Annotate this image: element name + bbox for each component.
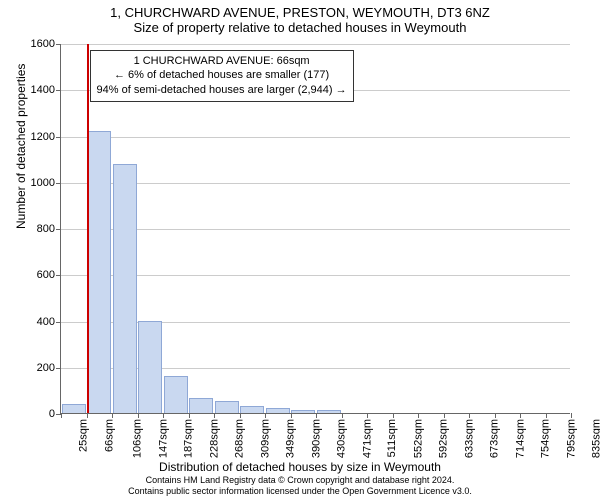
x-tick-mark: [214, 413, 215, 418]
y-tick-label: 400: [37, 316, 61, 328]
grid-line: [61, 183, 570, 184]
x-tick-mark: [393, 413, 394, 418]
histogram-bar: [62, 404, 86, 413]
x-tick-label: 835sqm: [591, 419, 600, 458]
info-box-line: 1 CHURCHWARD AVENUE: 66sqm: [97, 54, 347, 69]
x-tick-mark: [291, 413, 292, 418]
x-tick-mark: [418, 413, 419, 418]
page-title: 1, CHURCHWARD AVENUE, PRESTON, WEYMOUTH,…: [0, 0, 600, 20]
histogram-bar: [189, 398, 213, 413]
y-tick-label: 1200: [31, 131, 61, 143]
histogram-bar: [215, 401, 239, 413]
y-tick-label: 1400: [31, 84, 61, 96]
x-tick-label: 633sqm: [463, 419, 475, 458]
x-tick-mark: [189, 413, 190, 418]
x-tick-label: 754sqm: [540, 419, 552, 458]
x-tick-label: 552sqm: [412, 419, 424, 458]
grid-line: [61, 275, 570, 276]
x-tick-label: 309sqm: [259, 419, 271, 458]
property-info-box: 1 CHURCHWARD AVENUE: 66sqm← 6% of detach…: [90, 50, 354, 103]
x-tick-label: 349sqm: [285, 419, 297, 458]
x-tick-mark: [61, 413, 62, 418]
x-tick-label: 228sqm: [208, 419, 220, 458]
y-axis-label: Number of detached properties: [14, 64, 28, 229]
histogram-bar: [87, 131, 111, 413]
x-tick-label: 673sqm: [489, 419, 501, 458]
x-tick-mark: [163, 413, 164, 418]
y-tick-label: 200: [37, 362, 61, 374]
x-tick-mark: [87, 413, 88, 418]
histogram-bar: [266, 408, 290, 413]
y-tick-label: 800: [37, 223, 61, 235]
x-tick-mark: [112, 413, 113, 418]
x-tick-label: 390sqm: [310, 419, 322, 458]
x-tick-label: 187sqm: [183, 419, 195, 458]
x-tick-mark: [342, 413, 343, 418]
info-box-line: 94% of semi-detached houses are larger (…: [97, 83, 347, 98]
x-tick-mark: [469, 413, 470, 418]
grid-line: [61, 229, 570, 230]
histogram-bar: [164, 376, 188, 413]
footer-line: Contains public sector information licen…: [0, 486, 600, 497]
x-tick-label: 106sqm: [132, 419, 144, 458]
plot-region: 0200400600800100012001400160025sqm66sqm1…: [60, 44, 570, 414]
x-tick-label: 147sqm: [157, 419, 169, 458]
x-tick-mark: [240, 413, 241, 418]
x-tick-label: 511sqm: [386, 419, 398, 457]
footer-line: Contains HM Land Registry data © Crown c…: [0, 475, 600, 486]
grid-line: [61, 44, 570, 45]
footer-attribution: Contains HM Land Registry data © Crown c…: [0, 475, 600, 497]
x-tick-mark: [571, 413, 572, 418]
histogram-bar: [317, 410, 341, 413]
x-tick-label: 268sqm: [234, 419, 246, 458]
x-tick-mark: [265, 413, 266, 418]
x-tick-mark: [316, 413, 317, 418]
property-marker-line: [87, 44, 89, 413]
histogram-bar: [138, 321, 162, 414]
page-subtitle: Size of property relative to detached ho…: [0, 20, 600, 39]
x-tick-label: 430sqm: [336, 419, 348, 458]
info-box-line: ← 6% of detached houses are smaller (177…: [97, 68, 347, 83]
x-tick-label: 25sqm: [78, 419, 90, 452]
x-tick-mark: [444, 413, 445, 418]
y-tick-label: 1000: [31, 177, 61, 189]
x-tick-label: 714sqm: [514, 419, 526, 458]
x-axis-label: Distribution of detached houses by size …: [0, 460, 600, 474]
x-tick-mark: [546, 413, 547, 418]
x-tick-label: 471sqm: [361, 419, 373, 458]
y-tick-label: 0: [49, 408, 61, 420]
x-tick-mark: [495, 413, 496, 418]
y-tick-label: 1600: [31, 38, 61, 50]
x-tick-label: 592sqm: [438, 419, 450, 458]
x-tick-mark: [367, 413, 368, 418]
y-tick-label: 600: [37, 269, 61, 281]
x-tick-mark: [138, 413, 139, 418]
histogram-bar: [113, 164, 137, 413]
x-tick-label: 795sqm: [565, 419, 577, 458]
histogram-bar: [291, 410, 315, 413]
x-tick-label: 66sqm: [103, 419, 115, 452]
x-tick-mark: [520, 413, 521, 418]
histogram-bar: [240, 406, 264, 413]
grid-line: [61, 137, 570, 138]
histogram-chart: 0200400600800100012001400160025sqm66sqm1…: [60, 44, 570, 414]
